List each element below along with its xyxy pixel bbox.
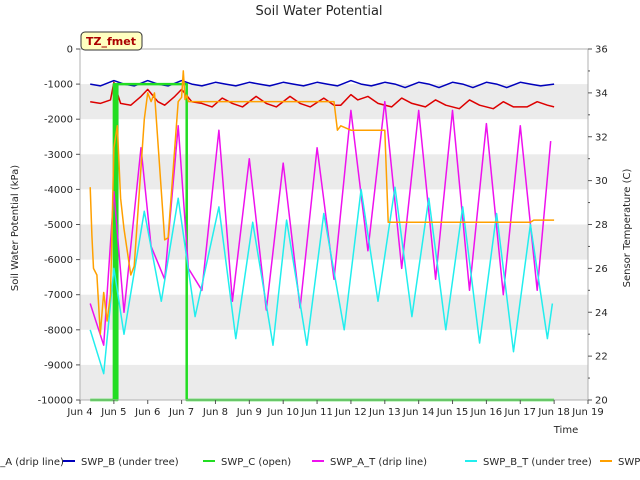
y-tick-label: -5000 (44, 220, 73, 231)
x-tick-label: Jun 12 (334, 407, 367, 418)
y-tick-label: -3000 (44, 150, 73, 161)
grid-bands (80, 84, 588, 400)
x-tick-label: Jun 11 (300, 407, 333, 418)
x-tick-label: Jun 13 (368, 407, 401, 418)
series-line-swp-b-under-tree (90, 79, 555, 89)
grid-band (80, 224, 588, 260)
y-tick-label: -2000 (44, 115, 73, 126)
grid-band (80, 154, 588, 190)
y-axis-right: 20 22 24 26 28 30 32 34 36 (588, 45, 608, 407)
y2-axis-label: Sensor Temperature (C) (622, 169, 633, 288)
x-tick-label: Jun 17 (504, 407, 537, 418)
grid-band (80, 294, 588, 330)
series-line-swp-b-t-under-tree (89, 186, 554, 375)
x-axis: Jun 4 Jun 5 Jun 6 Jun 7 Jun 8 Jun 9 Jun 10 Jun … (66, 400, 604, 418)
y-tick-label: -6000 (44, 255, 73, 266)
legend-label: SWP_C_T (open) (618, 457, 640, 468)
y2-tick-label: 20 (595, 396, 608, 407)
x-tick-label: Jun 19 (571, 407, 604, 418)
x-tick-label: Jun 18 (537, 407, 570, 418)
y2-tick-label: 22 (595, 352, 608, 363)
annotation-box: TZ_fmet (80, 31, 143, 51)
chart-title: Soil Water Potential (255, 4, 382, 19)
grid-band (80, 364, 588, 400)
x-tick-label: Jun 7 (168, 407, 194, 418)
legend: SWP_A (drip line) SWP_B (under tree) SWP_C… (0, 457, 640, 468)
series-line-swp-c-t-open (89, 70, 555, 335)
y-tick-label: -8000 (44, 325, 73, 336)
y2-tick-label: 34 (595, 88, 608, 99)
y-tick-label: -9000 (44, 360, 73, 371)
y-tick-label: -10000 (38, 396, 73, 407)
x-tick-label: Jun 9 (236, 407, 262, 418)
y2-tick-label: 28 (595, 220, 608, 231)
y-tick-label: -1000 (44, 80, 73, 91)
legend-label: SWP_A_T (drip line) (330, 457, 427, 468)
y-tick-label: -4000 (44, 185, 73, 196)
y-axis-left: 0 -1000 -2000 -3000 -4000 -5000 -6000 -7000 -800… (38, 45, 80, 407)
y-axis-label: Soil Water Potential (kPa) (10, 165, 21, 291)
x-tick-label: Jun 5 (100, 407, 126, 418)
x-axis-label: Time (553, 425, 578, 436)
x-tick-label: Jun 6 (134, 407, 160, 418)
legend-label: SWP_A (drip line) (0, 457, 64, 468)
x-tick-label: Jun 4 (66, 407, 92, 418)
y-tick-label: 0 (67, 45, 73, 56)
y2-tick-label: 26 (595, 264, 608, 275)
y2-tick-label: 30 (595, 176, 608, 187)
x-tick-label: Jun 14 (402, 407, 435, 418)
x-tick-label: Jun 15 (436, 407, 469, 418)
legend-label: SWP_B (under tree) (81, 457, 179, 468)
x-tick-label: Jun 8 (202, 407, 228, 418)
x-tick-label: Jun 10 (266, 407, 299, 418)
y2-tick-label: 32 (595, 132, 608, 143)
y2-tick-label: 36 (595, 45, 608, 56)
legend-label: SWP_B_T (under tree) (483, 457, 592, 468)
y-tick-label: -7000 (44, 290, 73, 301)
y2-tick-label: 24 (595, 308, 608, 319)
annotation-label: TZ_fmet (86, 35, 136, 48)
x-tick-label: Jun 16 (470, 407, 503, 418)
legend-label: SWP_C (open) (221, 457, 291, 468)
